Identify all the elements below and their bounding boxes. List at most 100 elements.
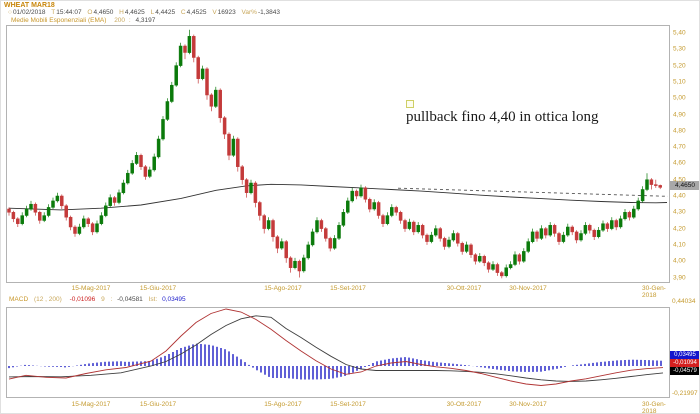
macd-name: MACD [9, 296, 29, 303]
candle-body [143, 166, 148, 177]
price-axis-label: 4,70 [673, 143, 686, 151]
candle-body [341, 212, 346, 226]
candle-body [73, 226, 77, 234]
candle-body [64, 205, 68, 218]
candle-body [104, 205, 108, 216]
candle-body [205, 68, 209, 96]
candle-body [284, 241, 288, 259]
macd-line [8, 308, 664, 386]
price-axis-label: 4,80 [673, 127, 686, 135]
macd-signal-period: 9 [101, 296, 105, 303]
candle-body [649, 179, 654, 185]
candle-body [539, 228, 544, 239]
candle-body [438, 228, 442, 239]
candle-body [530, 231, 535, 242]
candle-body [381, 215, 385, 224]
macd-pane[interactable] [6, 307, 670, 398]
candle-body [548, 225, 552, 236]
price-axis-label: 4,90 [673, 111, 686, 118]
candle-body [464, 244, 469, 252]
candle-body [196, 57, 200, 79]
candle-body [275, 236, 280, 249]
date-prefix-icon: ○ [8, 9, 12, 16]
candle-body [434, 228, 438, 236]
candle-body [121, 182, 126, 194]
quote-low: 4,4425 [155, 9, 176, 16]
price-axis-label: 4,20 [673, 225, 686, 233]
candle-body [297, 260, 302, 272]
macd-axis-max: 0,44034 [672, 298, 696, 305]
price-pane[interactable] [6, 25, 670, 283]
candle-body [20, 215, 24, 224]
candle-body [416, 225, 420, 233]
candle-body [187, 36, 192, 53]
macd-hist-value-box: 0,03495 [670, 351, 699, 359]
candle-body [566, 226, 570, 236]
candle-body [328, 238, 332, 249]
candle-body [429, 234, 434, 242]
candle-body [557, 233, 561, 242]
candle-body [46, 207, 51, 216]
candle-body [552, 225, 557, 234]
candle-body [500, 272, 504, 277]
candle-body [29, 203, 33, 210]
macd-value: -0,01096 [69, 296, 96, 303]
candle-body [574, 231, 579, 241]
candle-body [68, 216, 73, 228]
ema-name: Medie Mobili Esponenziali (EMA) [11, 16, 107, 24]
annotation-anchor-icon[interactable] [406, 100, 414, 108]
candle-body [394, 207, 398, 213]
price-axis-label: 4,30 [673, 208, 686, 216]
candle-body [513, 254, 517, 265]
candle-body [240, 166, 244, 180]
candle-body [7, 208, 11, 213]
price-axis-label: 4,10 [673, 241, 686, 249]
candle-body [544, 228, 548, 236]
candle-body [249, 182, 253, 194]
price-axis-label: 4,50 [673, 176, 686, 184]
candle-body [368, 199, 372, 210]
ema-value: 4,3197 [135, 16, 156, 24]
candle-body [579, 233, 583, 241]
candle-body [478, 256, 482, 262]
quote-close: 4,4525 [186, 9, 207, 16]
annotation[interactable]: pullback fino 4,40 in ottica long [406, 100, 598, 126]
date-axis-label: 15-Mag-2017 [71, 285, 111, 292]
candle-body [460, 243, 464, 252]
candle-body [654, 184, 658, 186]
candle-body [183, 45, 187, 53]
candle-body [280, 241, 284, 249]
ema-indicator-line: Medie Mobili Esponenziali (EMA) 200 : 4,… [11, 16, 156, 24]
candle-body [112, 197, 117, 203]
date-axis-label: 15-Set-2017 [330, 285, 366, 292]
candle-body [218, 89, 222, 119]
candle-body [495, 264, 500, 273]
candle-body [337, 225, 341, 239]
candle-body [152, 156, 156, 171]
candle-body [38, 212, 42, 221]
candle-body [82, 218, 86, 228]
candle-body [588, 225, 592, 231]
candle-body [403, 220, 407, 229]
candle-body [407, 221, 412, 229]
candle-body [200, 68, 205, 79]
candle-body [456, 233, 460, 244]
macd-signal-value-box: -0,04579 [670, 367, 699, 375]
candle-body [293, 260, 297, 268]
macd-signal-value: -0,04581 [117, 296, 143, 303]
candle-body [482, 256, 486, 264]
date-axis-label: 30-Ott-2017 [446, 285, 482, 292]
candle-body [632, 208, 636, 218]
candle-body [583, 225, 588, 234]
price-axis-label: 4,60 [673, 159, 686, 167]
date-axis-label: 15-Giu-2017 [139, 285, 177, 292]
macd-params: (12 , 200) [33, 296, 62, 303]
candle-body [623, 212, 627, 220]
candle-body [231, 138, 236, 156]
candle-body [165, 101, 170, 120]
candle-body [86, 218, 90, 224]
annotation-text: pullback fino 4,40 in ottica long [406, 109, 599, 125]
candle-body [359, 187, 363, 197]
candle-body [253, 182, 258, 203]
